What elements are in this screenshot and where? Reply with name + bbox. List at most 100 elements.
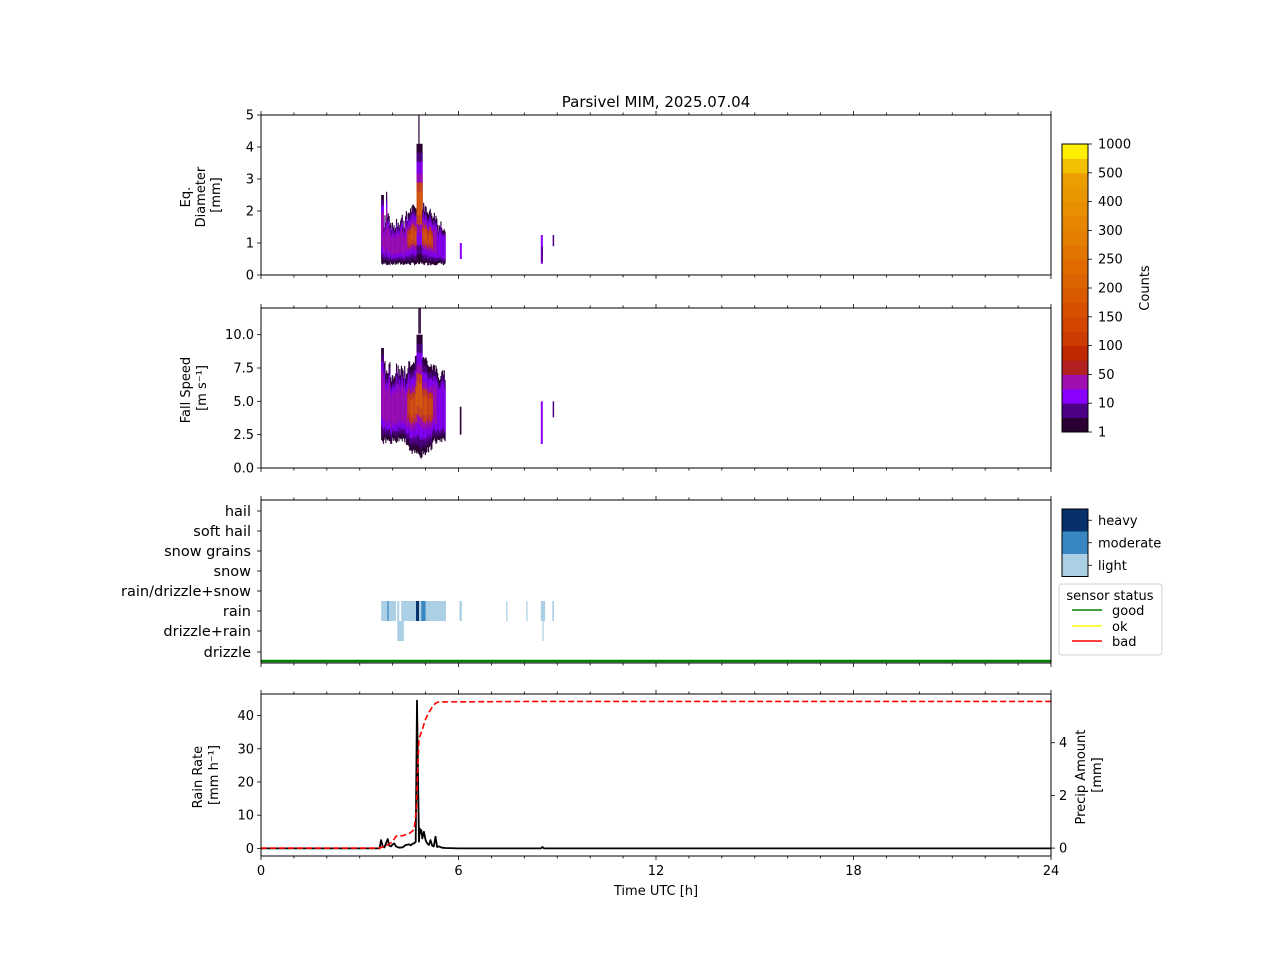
- sensor-status-legend-box: [1058, 583, 1163, 656]
- y-tick-label: 4: [246, 141, 254, 156]
- heatmap-cell: [384, 227, 386, 252]
- colorbar-segment: [1062, 216, 1088, 231]
- intensity-swatch: [1062, 531, 1088, 554]
- heatmap-cell: [392, 394, 394, 426]
- heatmap-cell: [403, 393, 405, 424]
- y-tick-label: 20: [237, 775, 254, 790]
- precip-type-label: rain: [223, 604, 251, 620]
- heatmap-cell: [435, 228, 437, 253]
- heatmap-cell: [437, 382, 439, 430]
- heatmap-cell: [385, 390, 387, 426]
- heatmap-cell: [393, 391, 395, 423]
- axes-frame: [260, 114, 1052, 276]
- counts-colorbar: 1 10 50 100 150 200 250 300 400 500 1000: [1061, 138, 1131, 441]
- y-tick-label: 0.0: [233, 462, 254, 477]
- heatmap-cell: [420, 191, 422, 216]
- heatmap-cell: [400, 231, 402, 254]
- diameter-panel: 0 1 2 3 4 5: [246, 109, 1052, 284]
- intensity-swatch: [1062, 554, 1088, 577]
- x-tick-label: 6: [454, 864, 462, 879]
- heatmap-cell: [383, 382, 385, 421]
- rain-rate-line: [261, 699, 1051, 850]
- y-tick-label: 5: [246, 109, 254, 124]
- intensity-label: moderate: [1098, 536, 1161, 551]
- colorbar-segment: [1062, 273, 1088, 289]
- heatmap-cell: [391, 397, 393, 429]
- heatmap-cell: [405, 393, 407, 424]
- precip-type-gap: [395, 601, 398, 621]
- heatmap-cell: [552, 401, 555, 418]
- heatmap-cell: [402, 387, 404, 422]
- heatmap-cell: [428, 234, 430, 246]
- heatmap-cell: [438, 389, 440, 431]
- colorbar-segment: [1062, 345, 1088, 361]
- rain-rate-ylabel-line2: [mm h⁻¹]: [207, 745, 222, 805]
- heatmap-cell: [422, 230, 424, 242]
- heatmap-cell: [443, 380, 445, 430]
- heatmap-cell: [437, 236, 440, 259]
- heatmap-cell: [432, 383, 435, 422]
- precip-type-label: rain/drizzle+snow: [121, 584, 251, 600]
- heatmap-cell: [424, 396, 426, 417]
- axes-frame: [260, 499, 1052, 664]
- heatmap-cell: [432, 399, 434, 414]
- axes-frame: [260, 307, 1052, 469]
- heatmap-spike: [418, 115, 420, 144]
- heatmap-cell: [382, 212, 384, 247]
- precip-type-bar: [459, 601, 462, 621]
- heatmap-cell: [442, 235, 444, 258]
- heatmap-cell: [395, 236, 397, 256]
- heatmap-cell: [384, 380, 386, 419]
- heatmap-cell: [405, 228, 407, 252]
- heatmap-cell: [387, 389, 389, 423]
- colorbar-segment: [1062, 302, 1088, 318]
- rain-rate-ylabel: Rain Rate [mm h⁻¹]: [191, 742, 222, 809]
- sensor-status-title: sensor status: [1066, 589, 1153, 604]
- heatmap-cell: [394, 238, 396, 255]
- y-tick-label: 10.0: [225, 328, 254, 343]
- colorbar-tick-label: 150: [1098, 310, 1123, 325]
- heatmap-cell: [419, 191, 421, 215]
- colorbar-segment: [1062, 417, 1088, 433]
- heatmap-cell: [436, 387, 438, 425]
- heatmap-cell: [436, 230, 438, 254]
- y2-tick-label: 0: [1059, 842, 1067, 857]
- colorbar-segment: [1062, 374, 1088, 390]
- x-tick-label: 0: [257, 864, 265, 879]
- heatmap-cell: [427, 397, 429, 415]
- rain-rate-ylabel-line1: Rain Rate: [191, 746, 206, 809]
- fall-speed-ylabel: Fall Speed [m s⁻¹]: [179, 353, 210, 424]
- heatmap-cell: [386, 390, 389, 424]
- heatmap-cell: [401, 226, 403, 252]
- x-tick-label: 12: [648, 864, 665, 879]
- heatmap-cell: [402, 236, 404, 256]
- heatmap-cell: [435, 385, 437, 425]
- colorbar-segment: [1062, 144, 1088, 159]
- heatmap-cell: [385, 232, 387, 253]
- heatmap-cell: [394, 393, 396, 425]
- precip-type-bar: [506, 601, 508, 621]
- precip-type-label: snow grains: [164, 544, 251, 560]
- heatmap-cell: [410, 232, 412, 243]
- heatmap-cell: [422, 395, 424, 414]
- colorbar-segment: [1062, 230, 1088, 246]
- colorbar-segment: [1062, 403, 1088, 419]
- heatmap-cell: [442, 380, 444, 429]
- intensity-swatch: [1062, 509, 1088, 532]
- colorbar-tick-label: 50: [1098, 368, 1115, 383]
- colorbar-label: Counts: [1138, 265, 1153, 311]
- heatmap-cell: [418, 382, 420, 407]
- heatmap-cell: [388, 227, 390, 252]
- colorbar-segment: [1062, 360, 1088, 375]
- heatmap-cell: [433, 383, 435, 421]
- x-axis-label: Time UTC [h]: [613, 884, 698, 899]
- heatmap-cell: [406, 391, 408, 428]
- y-tick-label: 3: [246, 173, 254, 188]
- heatmap-cell: [381, 212, 384, 248]
- heatmap-cell: [439, 232, 441, 258]
- precip-type-bar: [397, 621, 404, 641]
- heatmap-cell: [391, 238, 393, 256]
- precip-type-label: hail: [225, 504, 251, 520]
- colorbar-segment: [1062, 187, 1088, 203]
